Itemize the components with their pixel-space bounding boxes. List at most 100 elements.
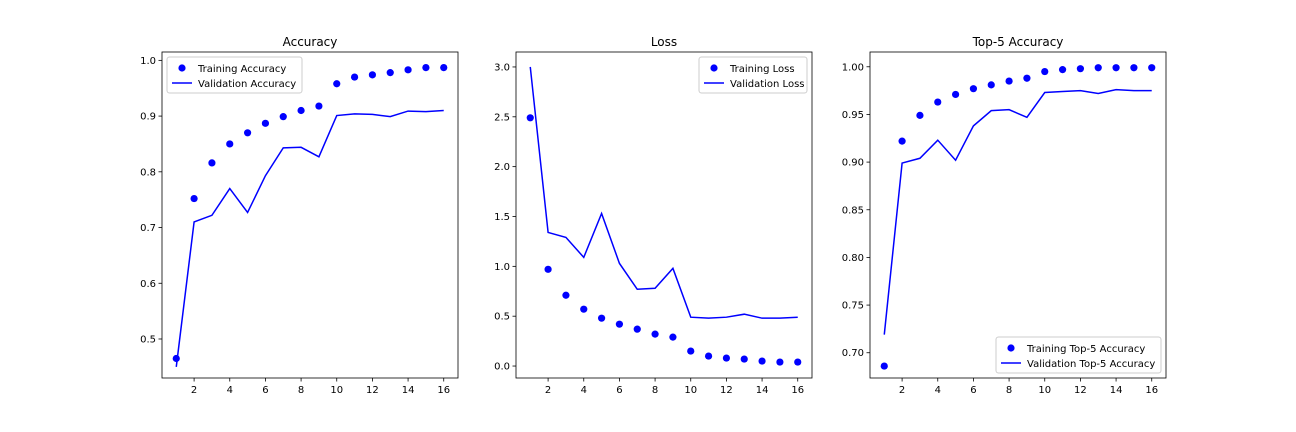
x-tick-label: 12 (1074, 385, 1087, 396)
data-point-training (597, 314, 606, 322)
x-tick-label: 10 (684, 385, 697, 396)
subplot-2: Loss 2 4 6 8 10 12 14 16 0.0 0.5 1.0 1.5 2.0 2.5 3.0 Tra… (494, 35, 813, 396)
x-tick-label: 6 (616, 385, 622, 396)
y-tick-label: 2.5 (494, 112, 510, 123)
data-point-training (1041, 67, 1049, 76)
data-point-training (208, 159, 216, 167)
y-tick-label: 0.5 (140, 334, 156, 345)
plot-frame (161, 51, 459, 379)
x-tick-label: 16 (1145, 385, 1158, 396)
x-tick-label: 6 (262, 385, 268, 396)
legend-label: Training Loss (729, 64, 795, 75)
y-tick-label: 0.95 (842, 110, 864, 121)
legend-marker-swatch (178, 64, 186, 72)
x-tick-label: 8 (298, 385, 304, 396)
legend-marker-swatch (1007, 344, 1015, 352)
data-point-training (916, 111, 924, 119)
data-point-training (758, 357, 766, 365)
x-tick-label: 2 (899, 385, 905, 396)
y-tick-label: 0.90 (842, 158, 864, 169)
y-tick-label: 3.0 (494, 62, 510, 73)
x-tick-label: 8 (1006, 385, 1012, 396)
data-point-training (794, 358, 802, 366)
data-point-training (1058, 66, 1067, 74)
legend-marker-swatch (710, 64, 718, 72)
data-point-training (368, 71, 377, 79)
data-point-training (1005, 77, 1013, 85)
data-point-training (1076, 65, 1085, 73)
y-tick-label: 0.75 (842, 301, 864, 312)
y-tick-label: 0.9 (140, 112, 156, 123)
legend: Training Top-5 Accuracy Validation Top-5 … (995, 336, 1162, 374)
plot-frame (869, 51, 1167, 379)
legend: Training Loss Validation Loss (698, 56, 808, 94)
legend-label: Training Accuracy (197, 64, 286, 75)
data-point-training (422, 64, 430, 72)
data-point-training (1148, 64, 1156, 72)
data-point-training (987, 81, 995, 89)
data-point-training (898, 137, 906, 145)
x-tick-label: 12 (366, 385, 379, 396)
data-point-training (687, 347, 695, 355)
data-point-training (722, 354, 731, 362)
x-tick-label: 4 (581, 385, 587, 396)
data-point-training (1130, 64, 1138, 72)
x-tick-label: 16 (437, 385, 450, 396)
chart-title: Top-5 Accuracy (972, 35, 1064, 49)
x-tick-label: 6 (970, 385, 976, 396)
y-tick-label: 0.85 (842, 205, 864, 216)
legend-box (995, 336, 1162, 374)
x-tick-label: 14 (756, 385, 769, 396)
data-point-training (226, 140, 234, 148)
data-point-training (526, 114, 534, 122)
legend-label: Validation Accuracy (198, 79, 296, 90)
data-point-training (315, 102, 323, 110)
x-tick-label: 14 (402, 385, 415, 396)
x-tick-label: 14 (1110, 385, 1123, 396)
data-point-training (333, 80, 341, 88)
x-tick-label: 16 (791, 385, 804, 396)
data-point-training (1094, 64, 1102, 72)
chart-title: Accuracy (283, 35, 338, 49)
data-point-training (776, 358, 784, 366)
legend-label: Validation Loss (730, 79, 805, 90)
data-point-training (404, 66, 412, 74)
data-point-training (651, 330, 659, 338)
series-line-validation (529, 66, 798, 319)
data-point-training (544, 265, 552, 273)
y-tick-label: 0.6 (140, 279, 156, 290)
data-point-training (880, 362, 888, 370)
data-point-training (350, 73, 359, 81)
y-tick-label: 1.00 (842, 62, 864, 73)
data-point-training (615, 320, 624, 328)
data-point-training (580, 305, 588, 313)
y-tick-label: 0.0 (494, 362, 510, 373)
data-point-training (969, 85, 978, 93)
series-line-validation (175, 109, 444, 367)
data-point-training (279, 113, 287, 121)
x-tick-label: 12 (720, 385, 733, 396)
x-tick-label: 8 (652, 385, 658, 396)
data-point-training (440, 64, 448, 72)
subplot-3: Top-5 Accuracy 2 4 6 8 10 12 14 16 0.70 0.75 0.80 0.… (842, 35, 1167, 396)
legend-box (166, 56, 303, 94)
y-tick-label: 0.70 (842, 348, 864, 359)
data-point-training (243, 129, 252, 137)
x-tick-label: 10 (1038, 385, 1051, 396)
x-tick-label: 2 (545, 385, 551, 396)
plot-frame (515, 51, 813, 379)
data-point-training (740, 355, 748, 363)
x-tick-label: 4 (227, 385, 233, 396)
legend-box (698, 56, 808, 94)
data-point-training (633, 325, 641, 333)
y-tick-label: 2.0 (494, 162, 510, 173)
y-tick-label: 0.7 (140, 223, 156, 234)
data-point-training (1112, 64, 1120, 72)
legend: Training Accuracy Validation Accuracy (166, 56, 303, 94)
legend-label: Training Top-5 Accuracy (1026, 344, 1145, 355)
data-point-training (934, 98, 942, 106)
data-point-training (386, 69, 394, 77)
data-point-training (261, 119, 270, 127)
data-point-training (190, 194, 198, 203)
